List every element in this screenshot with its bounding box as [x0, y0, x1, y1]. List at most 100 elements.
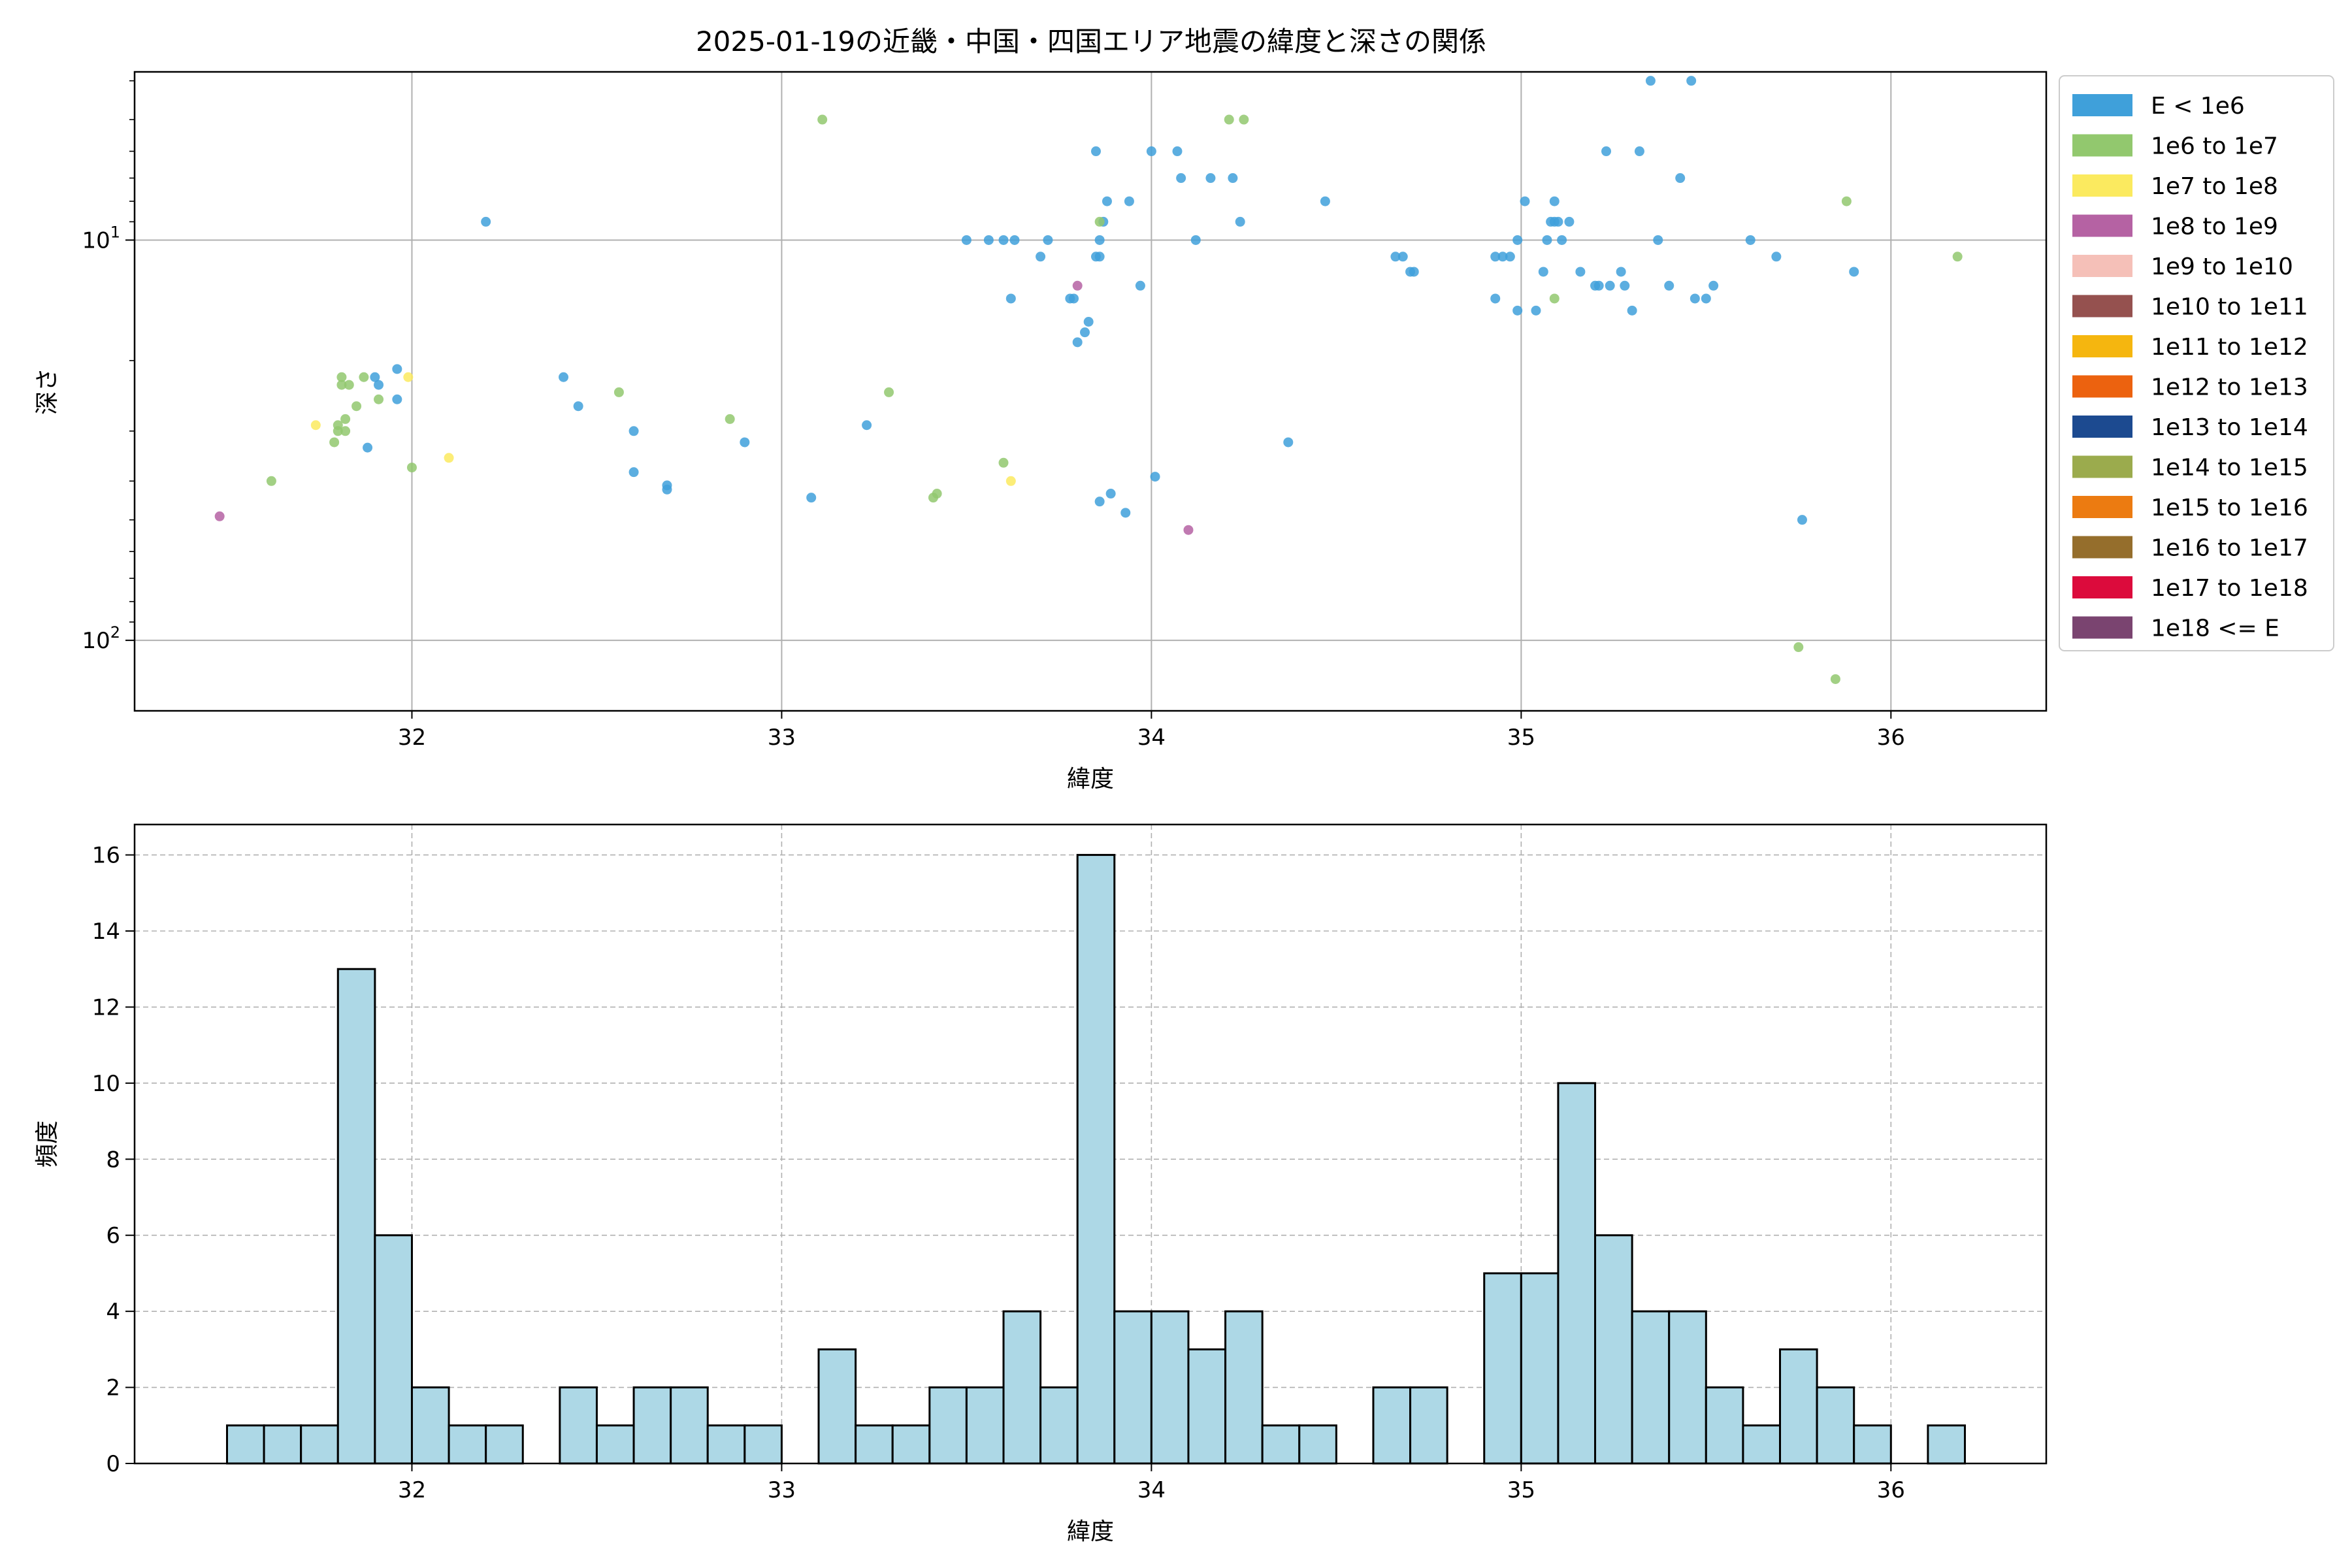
- legend-label: 1e18 <= E: [2151, 615, 2279, 642]
- scatter-point: [1490, 293, 1501, 304]
- histogram-bar: [1409, 1386, 1448, 1465]
- scatter-point: [932, 489, 942, 499]
- histogram-bar: [1520, 1272, 1560, 1465]
- scatter-point: [1497, 252, 1508, 262]
- scatter-point: [333, 426, 343, 436]
- scatter-grid: [135, 72, 2046, 711]
- histogram-bar: [374, 1234, 413, 1465]
- histogram-y-tick-label: 6: [106, 1223, 120, 1249]
- histogram-y-tick-label: 16: [92, 843, 120, 869]
- scatter-point: [740, 437, 750, 448]
- scatter-point: [214, 511, 225, 521]
- histogram-plot-frame: [133, 823, 2048, 1465]
- histogram-bar: [1150, 1310, 1190, 1465]
- scatter-point: [1542, 235, 1552, 245]
- scatter-x-tick-label: 34: [1137, 725, 1166, 751]
- histogram-bar: [1668, 1310, 1707, 1465]
- scatter-point: [1120, 508, 1131, 518]
- scatter-point: [1094, 497, 1105, 507]
- scatter-x-tick-label: 35: [1507, 725, 1535, 751]
- scatter-point: [1239, 114, 1249, 125]
- scatter-points: [214, 76, 1963, 684]
- scatter-point: [481, 216, 491, 227]
- histogram-bar: [817, 1348, 857, 1465]
- scatter-point: [1564, 216, 1575, 227]
- scatter-point: [1690, 293, 1700, 304]
- scatter-point: [1520, 196, 1530, 206]
- histogram-x-tick-label: 33: [768, 1477, 796, 1503]
- scatter-point: [310, 420, 321, 431]
- scatter-point: [1083, 317, 1094, 327]
- legend-label: 1e6 to 1e7: [2151, 133, 2278, 160]
- histogram-bar: [1187, 1348, 1227, 1465]
- scatter-x-tick-label: 33: [768, 725, 796, 751]
- scatter-point: [961, 235, 972, 245]
- scatter-point: [629, 467, 639, 478]
- scatter-point: [1701, 293, 1711, 304]
- scatter-point: [1505, 252, 1515, 262]
- scatter-point: [351, 401, 362, 412]
- legend-swatch: [2072, 616, 2132, 639]
- histogram-bar: [559, 1386, 598, 1465]
- scatter-point: [329, 437, 340, 448]
- scatter-point: [1150, 472, 1160, 482]
- scatter-point: [1531, 305, 1541, 316]
- scatter-point: [806, 493, 817, 503]
- scatter-point: [1708, 280, 1719, 291]
- scatter-point: [336, 380, 347, 390]
- histogram-x-axis-label: 緯度: [1067, 1518, 1114, 1545]
- scatter-point: [1557, 235, 1567, 245]
- histogram-x-ticks: 32 33 34 35 36: [398, 1463, 1905, 1503]
- scatter-plot-frame: [133, 71, 2048, 712]
- legend-swatch: [2072, 94, 2132, 116]
- scatter-point: [559, 372, 569, 382]
- scatter-point: [374, 380, 384, 390]
- scatter-point: [1094, 252, 1105, 262]
- scatter-point: [1320, 196, 1330, 206]
- scatter-point: [340, 426, 351, 436]
- scatter-point: [1043, 235, 1053, 245]
- histogram-bar: [855, 1424, 894, 1465]
- scatter-point: [884, 387, 894, 397]
- scatter-point: [1080, 327, 1090, 338]
- histogram-y-tick-label: 8: [106, 1147, 120, 1173]
- scatter-point: [363, 442, 373, 453]
- legend-label: 1e11 to 1e12: [2151, 334, 2308, 361]
- scatter-point: [1841, 196, 1852, 206]
- legend-swatch: [2072, 576, 2132, 598]
- legend-label: 1e12 to 1e13: [2151, 374, 2308, 401]
- scatter-point: [629, 426, 639, 436]
- legend: E < 1e6 1e6 to 1e7 1e7 to 1e8 1e8 to 1e9 1e9…: [2059, 75, 2334, 651]
- histogram-bar: [1372, 1386, 1412, 1465]
- scatter-point: [1601, 146, 1612, 157]
- scatter-point: [1771, 252, 1782, 262]
- scatter-point: [1005, 293, 1016, 304]
- legend-label: 1e14 to 1e15: [2151, 455, 2308, 482]
- scatter-point: [573, 401, 583, 412]
- legend-label: 1e7 to 1e8: [2151, 173, 2278, 200]
- scatter-point: [1102, 196, 1112, 206]
- scatter-point: [1849, 267, 1859, 277]
- scatter-point: [1105, 489, 1116, 499]
- legend-label: 1e16 to 1e17: [2151, 535, 2308, 562]
- scatter-point: [1664, 280, 1674, 291]
- legend-label: 1e17 to 1e18: [2151, 575, 2308, 602]
- scatter-point: [344, 380, 354, 390]
- histogram-bar: [1039, 1386, 1079, 1465]
- scatter-point: [1146, 146, 1156, 157]
- scatter-point: [1009, 235, 1020, 245]
- scatter-point: [1490, 252, 1501, 262]
- legend-label: 1e8 to 1e9: [2151, 214, 2278, 240]
- scatter-point: [1593, 280, 1604, 291]
- histogram-bar: [928, 1386, 968, 1465]
- scatter-point: [1512, 235, 1523, 245]
- legend-swatch: [2072, 214, 2132, 237]
- histogram-bar: [336, 968, 376, 1465]
- scatter-y-tick-label: 102: [82, 623, 120, 654]
- scatter-x-tick-label: 32: [398, 725, 426, 751]
- histogram-bar: [706, 1424, 746, 1465]
- histogram-y-tick-label: 10: [92, 1071, 120, 1097]
- histogram-x-tick-label: 36: [1877, 1477, 1905, 1503]
- scatter-point: [1745, 235, 1756, 245]
- histogram-bar: [1705, 1386, 1744, 1465]
